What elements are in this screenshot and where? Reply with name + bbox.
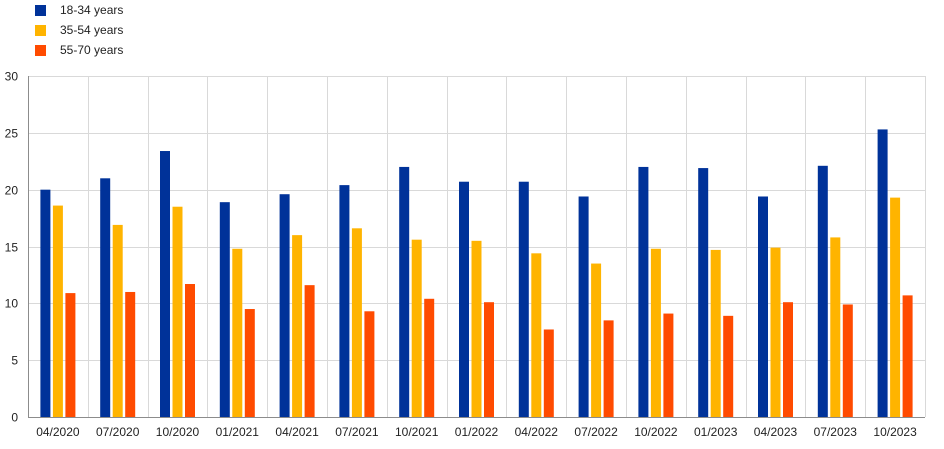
- bar-55-70-10-2022: [663, 313, 674, 417]
- x-tick-label: 01/2021: [216, 425, 260, 439]
- y-tick-label: 5: [11, 354, 18, 368]
- x-tick-label: 01/2023: [694, 425, 738, 439]
- bar-18-34-04-2023: [758, 196, 768, 417]
- legend-item-18-34: 18-34 years: [35, 0, 123, 20]
- bar-35-54-04-2023: [770, 247, 781, 417]
- bar-35-54-01-2023: [710, 249, 721, 417]
- bar-18-34-04-2021: [279, 194, 290, 417]
- bar-18-34-04-2022: [518, 181, 529, 417]
- y-tick-label: 25: [5, 127, 19, 141]
- bar-35-54-10-2023: [890, 197, 901, 417]
- bar-18-34-07-2023: [817, 165, 828, 417]
- bar-35-54-04-2022: [531, 253, 542, 417]
- x-tick-label: 07/2023: [814, 425, 858, 439]
- bar-35-54-10-2022: [650, 248, 661, 417]
- bar-35-54-07-2021: [351, 228, 362, 417]
- x-tick-label: 01/2022: [455, 425, 499, 439]
- y-tick-label: 30: [5, 70, 19, 84]
- bar-55-70-04-2020: [65, 293, 76, 417]
- bar-18-34-01-2021: [219, 202, 230, 417]
- bar-55-70-10-2021: [424, 298, 435, 417]
- bar-55-70-04-2023: [783, 302, 793, 417]
- bar-35-54-04-2021: [292, 235, 303, 417]
- bar-35-54-07-2020: [112, 224, 123, 417]
- legend-item-35-54: 35-54 years: [35, 20, 123, 40]
- x-tick-label: 10/2021: [395, 425, 439, 439]
- bar-55-70-07-2023: [842, 304, 853, 417]
- bar-55-70-07-2020: [125, 291, 136, 417]
- legend-label-18-34: 18-34 years: [60, 3, 124, 17]
- bar-55-70-04-2022: [543, 329, 554, 417]
- x-tick-label: 04/2020: [36, 425, 80, 439]
- legend-swatch-55-70: [35, 44, 46, 56]
- bar-35-54-01-2022: [471, 240, 482, 417]
- legend-label-55-70: 55-70 years: [60, 43, 124, 57]
- x-tick-label: 07/2020: [96, 425, 140, 439]
- bar-35-54-07-2023: [830, 237, 841, 417]
- bar-55-70-10-2020: [185, 284, 195, 417]
- legend: 18-34 years 35-54 years 55-70 years: [35, 0, 123, 60]
- bar-55-70-01-2021: [244, 309, 255, 417]
- x-tick-label: 04/2021: [275, 425, 319, 439]
- bar-18-34-10-2023: [877, 129, 888, 418]
- bar-18-34-04-2020: [40, 189, 51, 417]
- bar-55-70-01-2023: [723, 315, 734, 417]
- bar-55-70-07-2022: [603, 320, 614, 417]
- bar-18-34-10-2022: [638, 166, 649, 417]
- bar-18-34-01-2023: [698, 168, 709, 417]
- bar-35-54-04-2020: [52, 205, 63, 417]
- bar-55-70-01-2022: [484, 302, 494, 417]
- x-tick-label: 10/2022: [634, 425, 678, 439]
- x-tick-label: 07/2021: [335, 425, 379, 439]
- y-tick-label: 0: [11, 411, 18, 425]
- bar-35-54-01-2021: [232, 248, 243, 417]
- bar-35-54-10-2020: [172, 206, 183, 417]
- x-tick-label: 10/2023: [873, 425, 917, 439]
- bar-18-34-07-2020: [100, 178, 111, 417]
- y-tick-label: 20: [5, 184, 19, 198]
- legend-label-35-54: 35-54 years: [60, 23, 124, 37]
- x-tick-label: 07/2022: [574, 425, 618, 439]
- legend-swatch-18-34: [35, 4, 46, 16]
- bar-18-34-10-2021: [399, 166, 410, 417]
- bar-18-34-01-2022: [459, 181, 469, 417]
- bar-35-54-10-2021: [411, 239, 422, 417]
- bar-55-70-04-2021: [304, 285, 315, 417]
- bar-18-34-10-2020: [160, 151, 170, 417]
- bar-18-34-07-2021: [339, 185, 350, 417]
- legend-item-55-70: 55-70 years: [35, 40, 123, 60]
- x-tick-label: 04/2023: [754, 425, 798, 439]
- bar-18-34-07-2022: [578, 196, 589, 417]
- bar-55-70-07-2021: [364, 311, 375, 417]
- legend-swatch-35-54: [35, 24, 46, 36]
- y-tick-label: 15: [5, 241, 19, 255]
- bar-55-70-10-2023: [902, 295, 913, 417]
- x-tick-label: 04/2022: [515, 425, 559, 439]
- y-tick-label: 10: [5, 297, 19, 311]
- x-tick-label: 10/2020: [156, 425, 200, 439]
- bar-35-54-07-2022: [591, 263, 602, 417]
